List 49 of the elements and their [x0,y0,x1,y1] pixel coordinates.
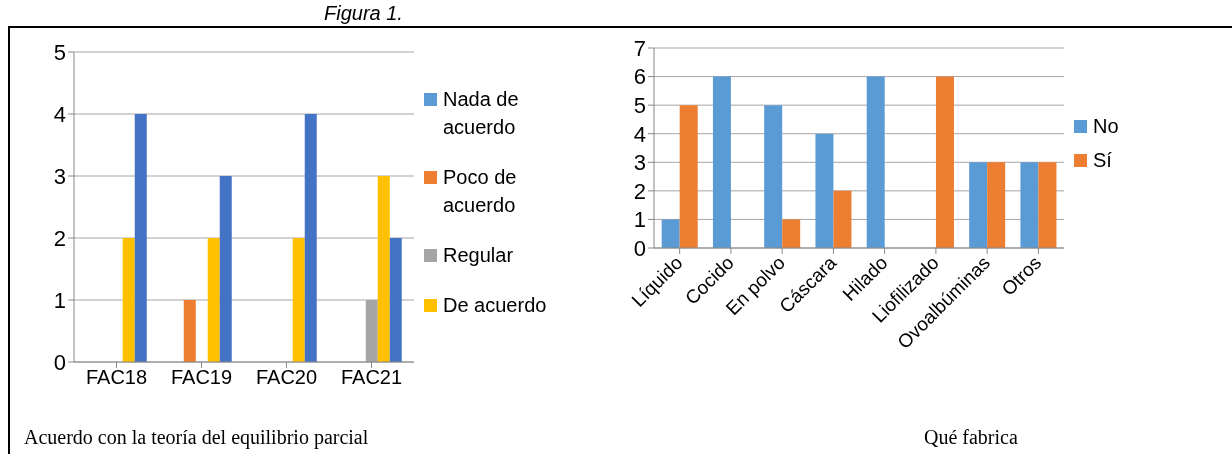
legend-label: De acuerdo [443,293,547,318]
y-tick-label: 7 [633,35,646,61]
bar [304,114,317,362]
bar [764,105,783,248]
bar [377,176,390,362]
text: Qué fabrica [924,426,1018,449]
x-tick-label: FAC18 [85,366,148,389]
y-tick-label: 5 [53,39,66,65]
bar [969,162,988,248]
chart-title: Figura 1. [324,2,403,25]
y-tick-label: 0 [633,235,646,261]
text: Acuerdo con la teoría del equilibrio parcial [24,426,369,449]
y-tick-label: 6 [633,64,646,90]
bar [292,238,305,362]
bar [987,162,1006,248]
y-tick-label: 1 [53,287,66,313]
y-tick-label: 2 [53,225,66,251]
bar [935,76,954,248]
bar [712,76,731,248]
bar [833,190,852,248]
bar [866,76,885,248]
bar [219,176,232,362]
bar [782,219,801,248]
bar [661,219,680,248]
legend-label: Sí [1093,148,1112,173]
y-tick-label: 3 [633,150,646,176]
y-tick-label: 0 [53,349,66,375]
x-tick-label: FAC19 [170,366,233,389]
legend-label: Regular [443,243,514,268]
bar [1038,162,1057,248]
bar [207,238,220,362]
bar [183,300,196,362]
bar [122,238,135,362]
bar [679,105,698,248]
x-tick-label: FAC21 [340,366,403,389]
bar [1020,162,1039,248]
y-tick-label: 4 [53,101,66,127]
legend-label: No [1093,114,1119,139]
y-tick-label: 2 [633,178,646,204]
x-tick-label: FAC20 [255,366,318,389]
legend-label: Nada de acuerdo [443,87,520,140]
y-tick-label: 5 [633,92,646,118]
bar [134,114,147,362]
bar [815,133,834,248]
y-tick-label: 3 [53,163,66,189]
legend-label: Poco de acuerdo [443,165,518,218]
bar [389,238,402,362]
y-tick-label: 4 [633,121,646,147]
y-tick-label: 1 [633,207,646,233]
